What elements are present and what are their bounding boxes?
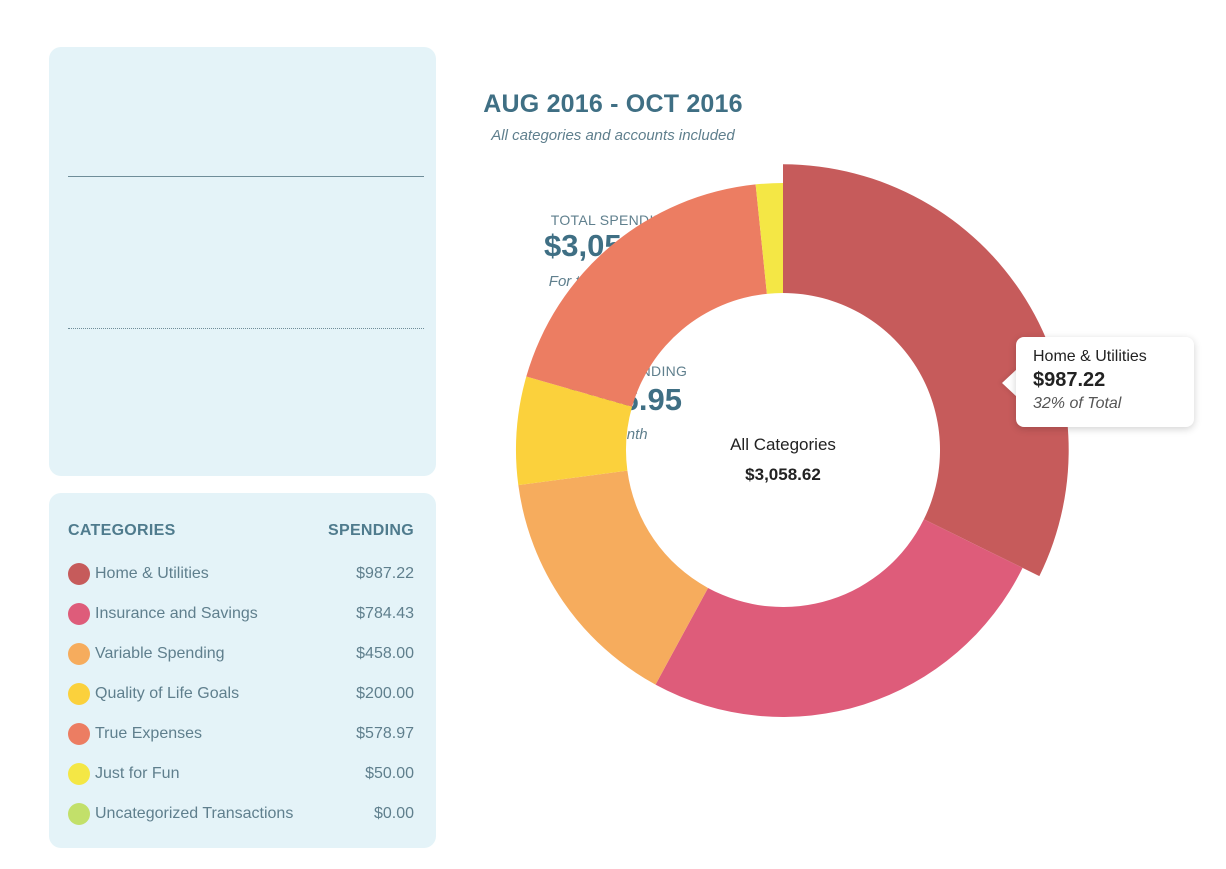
period-title: AUG 2016 - OCT 2016 <box>483 90 743 118</box>
donut-slice[interactable] <box>755 183 783 294</box>
category-row[interactable]: Variable Spending $458.00 <box>68 642 414 668</box>
period-subtitle: All categories and accounts included <box>491 127 735 144</box>
spending-header: SPENDING <box>328 522 414 539</box>
category-amount: $200.00 <box>356 685 414 702</box>
category-color-dot <box>68 643 90 665</box>
category-row[interactable]: Just for Fun $50.00 <box>68 762 414 788</box>
summary-panel <box>49 47 436 476</box>
category-row[interactable]: Home & Utilities $987.22 <box>68 562 414 588</box>
tooltip-arrow <box>1002 369 1017 397</box>
category-color-dot <box>68 563 90 585</box>
tooltip-percent: 32% of Total <box>1033 395 1122 412</box>
category-row[interactable]: Insurance and Savings $784.43 <box>68 602 414 628</box>
category-amount: $0.00 <box>373 805 414 822</box>
donut-slice[interactable] <box>526 184 767 407</box>
category-color-dot <box>68 803 90 825</box>
donut-center-label: All Categories <box>730 435 836 454</box>
category-color-dot <box>68 683 90 705</box>
stat-divider <box>68 328 424 329</box>
category-color-dot <box>68 723 90 745</box>
category-name: Just for Fun <box>95 765 180 782</box>
category-amount: $50.00 <box>365 765 414 782</box>
tooltip-value: $987.22 <box>1033 369 1106 391</box>
category-name: Uncategorized Transactions <box>95 805 294 822</box>
category-amount: $987.22 <box>356 565 414 582</box>
category-row[interactable]: Uncategorized Transactions $0.00 <box>68 802 414 828</box>
category-name: Variable Spending <box>95 645 225 662</box>
category-amount: $458.00 <box>356 645 414 662</box>
category-row[interactable]: Quality of Life Goals $200.00 <box>68 682 414 708</box>
category-name: Home & Utilities <box>95 565 209 582</box>
donut-slice[interactable] <box>783 164 1069 577</box>
donut-center-value: $3,058.62 <box>745 465 821 484</box>
category-color-dot <box>68 603 90 625</box>
category-amount: $784.43 <box>356 605 414 622</box>
category-name: Quality of Life Goals <box>95 685 240 702</box>
tooltip-category-name: Home & Utilities <box>1033 348 1147 365</box>
category-name: Insurance and Savings <box>95 605 258 622</box>
donut-slice[interactable] <box>516 376 633 486</box>
chart-tooltip: Home & Utilities $987.22 32% of Total <box>1016 337 1194 427</box>
donut-slice[interactable] <box>655 519 1023 717</box>
category-row[interactable]: True Expenses $578.97 <box>68 722 414 748</box>
category-name: True Expenses <box>95 725 203 742</box>
category-amount: $578.97 <box>356 725 414 742</box>
donut-slice[interactable] <box>518 470 709 685</box>
summary-divider <box>68 176 424 177</box>
category-color-dot <box>68 763 90 785</box>
categories-panel <box>49 493 436 848</box>
categories-header: CATEGORIES <box>68 522 176 539</box>
